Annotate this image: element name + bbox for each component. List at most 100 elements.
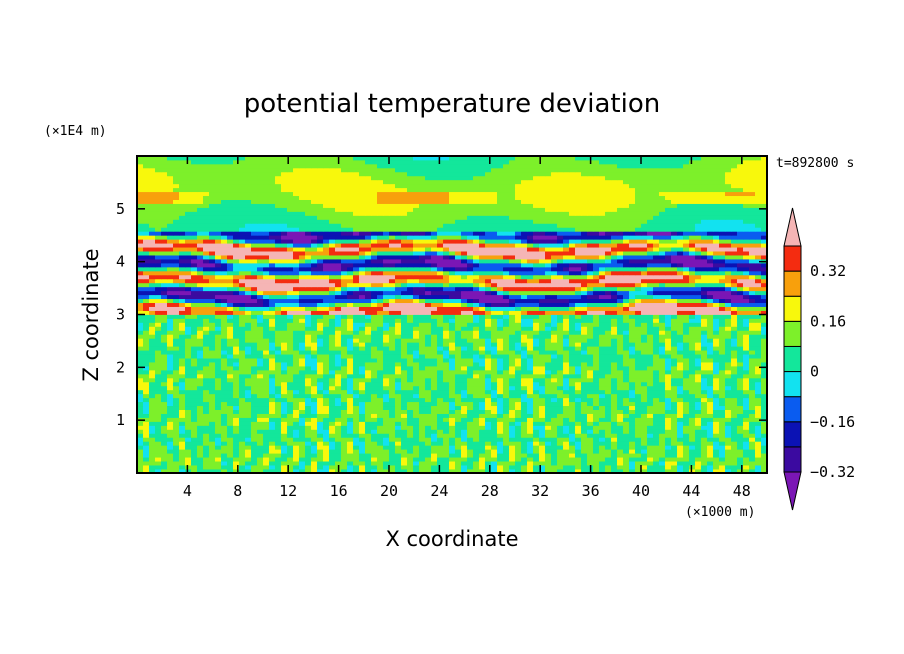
field-cell <box>419 393 426 399</box>
field-cell <box>569 338 576 343</box>
field-cell <box>209 445 216 450</box>
field-cell <box>251 457 258 462</box>
field-cell <box>377 429 384 434</box>
field-cell <box>365 401 372 407</box>
field-cell <box>167 322 174 327</box>
field-cell <box>695 389 702 395</box>
field-cell <box>245 290 252 296</box>
field-cell <box>551 401 558 407</box>
field-cell <box>683 401 690 407</box>
field-cell <box>203 413 210 418</box>
field-cell <box>209 358 216 363</box>
field-cell <box>521 425 528 430</box>
field-cell <box>521 286 528 292</box>
field-cell <box>203 369 210 375</box>
field-cell <box>311 334 318 339</box>
field-cell <box>359 362 366 367</box>
field-cell <box>305 397 312 403</box>
field-cell <box>287 457 294 462</box>
field-cell <box>641 322 648 327</box>
field-cell <box>641 373 648 379</box>
field-cell <box>743 397 750 403</box>
field-cell <box>431 373 438 379</box>
field-cell <box>377 445 384 450</box>
field-cell <box>251 366 258 371</box>
field-cell <box>587 433 594 438</box>
field-cell <box>413 354 420 359</box>
field-cell <box>443 294 450 300</box>
field-cell <box>233 342 240 347</box>
field-cell <box>623 441 630 446</box>
field-cell <box>293 401 300 407</box>
field-cell <box>449 449 456 454</box>
field-cell <box>233 421 240 426</box>
field-cell <box>491 429 498 434</box>
field-cell <box>137 362 144 367</box>
field-cell <box>149 469 156 474</box>
field-cell <box>425 405 432 410</box>
field-cell <box>191 282 198 288</box>
field-cell <box>371 326 378 331</box>
field-cell <box>221 358 228 363</box>
field-cell <box>305 377 312 383</box>
field-cell <box>479 469 486 474</box>
field-cell <box>203 449 210 454</box>
field-cell <box>515 441 522 446</box>
field-cell <box>191 461 198 466</box>
field-cell <box>629 302 636 307</box>
field-cell <box>629 358 636 363</box>
field-cell <box>491 433 498 438</box>
field-cell <box>629 330 636 335</box>
field-cell <box>575 338 582 343</box>
field-cell <box>629 322 636 327</box>
field-cell <box>299 342 306 347</box>
field-cell <box>317 429 324 434</box>
field-cell <box>731 453 738 458</box>
field-cell <box>161 409 168 414</box>
field-cell <box>479 294 486 300</box>
field-cell <box>209 366 216 371</box>
field-cell <box>221 310 228 315</box>
field-cell <box>323 306 330 311</box>
field-cell <box>611 322 618 327</box>
field-cell <box>593 417 600 422</box>
field-cell <box>287 429 294 434</box>
field-cell <box>335 298 342 304</box>
field-cell <box>383 346 390 351</box>
field-cell <box>389 282 396 288</box>
field-cell <box>569 342 576 347</box>
field-cell <box>521 461 528 466</box>
field-cell <box>527 358 534 363</box>
field-cell <box>173 334 180 339</box>
field-cell <box>299 413 306 418</box>
field-cell <box>689 449 696 454</box>
field-cell <box>383 354 390 359</box>
field-cell <box>737 425 744 430</box>
field-cell <box>665 449 672 454</box>
field-cell <box>467 409 474 414</box>
field-cell <box>617 381 624 387</box>
field-cell <box>305 385 312 391</box>
field-cell <box>317 425 324 430</box>
field-cell <box>497 421 504 426</box>
field-cell <box>575 409 582 414</box>
field-cell <box>305 294 312 300</box>
field-cell <box>677 469 684 474</box>
field-cell <box>395 294 402 300</box>
field-cell <box>311 342 318 347</box>
field-cell <box>683 393 690 399</box>
field-cell <box>251 290 258 296</box>
field-cell <box>245 302 252 307</box>
field-cell <box>509 389 516 395</box>
field-cell <box>707 413 714 418</box>
field-cell <box>191 330 198 335</box>
field-cell <box>677 290 684 296</box>
field-cell <box>365 397 372 403</box>
field-cell <box>497 385 504 391</box>
field-cell <box>143 417 150 422</box>
field-cell <box>299 362 306 367</box>
field-cell <box>629 350 636 355</box>
field-cell <box>683 445 690 450</box>
field-cell <box>689 445 696 450</box>
field-cell <box>485 389 492 395</box>
